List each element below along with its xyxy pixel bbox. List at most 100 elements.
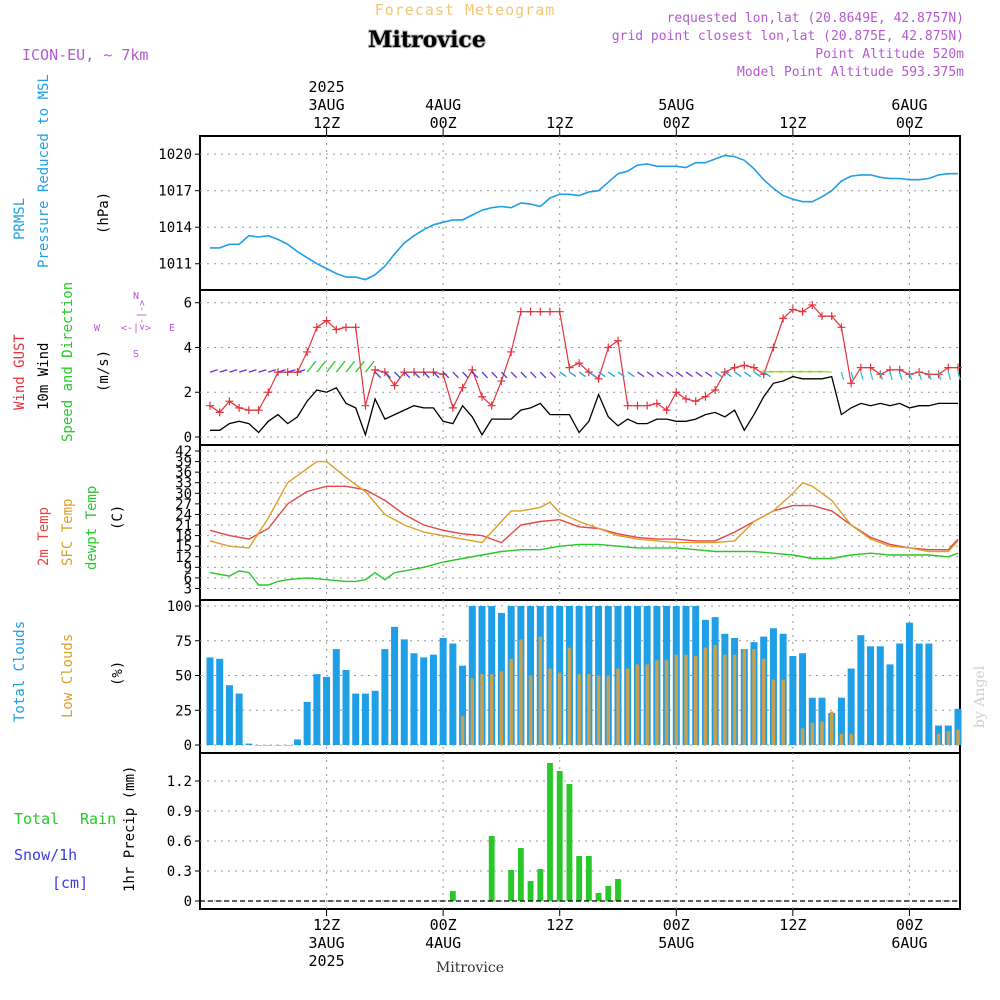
y-tick-label: 0.9 <box>167 804 192 820</box>
wind-direction-arrow <box>335 360 346 373</box>
total-cloud-bar <box>449 643 457 745</box>
pressure-label-prmsl: PRMSL <box>12 198 28 240</box>
y-tick-label: 6 <box>184 296 192 312</box>
time-label-bottom: 12Z <box>779 916 806 934</box>
total-cloud-bar <box>876 646 884 745</box>
gust-marker <box>487 401 496 410</box>
wind-direction-arrow <box>413 371 421 379</box>
gust-marker <box>594 374 603 383</box>
gust-marker <box>458 383 467 392</box>
wind-direction-arrow <box>675 371 684 378</box>
low-cloud-bar <box>548 668 552 745</box>
wind-direction-arrow <box>481 371 489 379</box>
low-cloud-bar <box>528 675 533 745</box>
wind-direction-arrow <box>403 371 411 379</box>
gust-marker <box>283 368 292 377</box>
gust-marker <box>565 363 574 372</box>
gust-marker <box>351 323 360 332</box>
gust-marker <box>254 406 263 415</box>
low-cloud-bar <box>800 728 805 745</box>
y-tick-label: 18 <box>175 529 192 545</box>
wind-direction-arrow <box>850 371 854 380</box>
gust-marker <box>954 363 962 372</box>
total-cloud-bar <box>429 654 437 745</box>
wind-direction-arrow <box>714 371 723 378</box>
wind-direction-arrow <box>219 369 228 373</box>
gust-marker <box>478 392 486 401</box>
y-tick-label: 15 <box>175 539 192 555</box>
wind-direction-arrow <box>817 370 832 373</box>
wind-direction-arrow <box>753 371 761 378</box>
precip-labels: Total Rain Snow/1h [cm] 1hr Precip (mm) <box>14 766 138 892</box>
time-label-top: 00Z <box>663 114 690 132</box>
time-label-top: 2025 <box>309 78 345 96</box>
y-tick-label: 21 <box>175 518 192 534</box>
low-cloud-bar <box>499 671 504 745</box>
total-cloud-bar <box>799 653 807 745</box>
y-tick-label: 33 <box>175 476 192 492</box>
wind-direction-arrow <box>734 371 742 378</box>
low-cloud-bar <box>693 656 698 745</box>
time-label-bottom: 4AUG <box>425 934 461 952</box>
footer-location: Mitrovice <box>436 960 504 976</box>
gust-marker <box>682 394 690 403</box>
gust-marker <box>225 397 234 406</box>
total-cloud-bar <box>235 693 243 745</box>
gust-marker <box>720 368 729 377</box>
gust-marker <box>750 363 758 372</box>
wind-direction-arrow <box>268 369 277 373</box>
gust-marker <box>390 381 399 390</box>
model-label: ICON-EU, ~ 7km <box>22 46 148 64</box>
gust-marker <box>866 363 875 372</box>
wind-direction-arrow <box>355 360 365 373</box>
wind-direction-arrow <box>258 369 267 373</box>
gust-marker <box>507 347 516 356</box>
total-cloud-bar <box>905 622 913 745</box>
low-cloud-bar <box>839 733 844 745</box>
wind-direction-arrow <box>277 369 286 373</box>
wind-direction-arrow <box>695 371 703 378</box>
gust-marker <box>516 307 525 316</box>
rain-bar <box>508 870 515 901</box>
total-cloud-bar <box>206 657 214 745</box>
low-cloud-bar <box>606 675 611 745</box>
panel-pressure: 1011 1014 1017 1020 <box>158 135 961 291</box>
time-label-bottom: 2025 <box>309 952 345 970</box>
gust-marker <box>730 363 739 372</box>
time-label-top: 4AUG <box>425 96 461 114</box>
time-label-top: 6AUG <box>891 96 927 114</box>
wind-direction-arrow <box>840 371 845 380</box>
low-cloud-bar <box>936 733 941 745</box>
low-cloud-bar <box>664 660 669 745</box>
wind-direction-arrow <box>724 371 732 378</box>
gust-marker <box>633 401 642 410</box>
gust-marker <box>740 361 749 370</box>
low-cloud-bar <box>781 679 785 745</box>
low-cloud-bar <box>587 674 591 745</box>
y-tick-label: 0 <box>184 894 192 910</box>
time-label-top: 12Z <box>546 114 573 132</box>
time-label-bottom: 5AUG <box>658 934 694 952</box>
low-cloud-bar <box>674 654 679 745</box>
gust-marker <box>584 368 593 377</box>
wind-direction-arrow <box>229 369 238 373</box>
total-cloud-bar <box>255 745 263 746</box>
gust-marker <box>410 368 418 377</box>
gust-marker <box>419 368 428 377</box>
total-cloud-bar <box>420 657 428 745</box>
wind-direction-arrow <box>879 371 884 380</box>
low-cloud-bar <box>625 668 630 745</box>
time-label-bottom: 6AUG <box>891 934 927 952</box>
wind-direction-arrow <box>627 371 635 378</box>
low-cloud-bar <box>732 654 737 745</box>
temp-label-sfc: SFC Temp <box>60 499 76 566</box>
wind-direction-arrow <box>743 371 752 378</box>
y-tick-label: 75 <box>175 634 192 650</box>
header: Forecast Meteogram Mitrovice ICON-EU, ~ … <box>22 1 988 976</box>
requested-coords: requested lon,lat (20.8649E, 42.8757N) <box>667 11 964 26</box>
low-cloud-bar <box>489 674 494 745</box>
gust-marker <box>808 300 817 309</box>
y-tick-label: 30 <box>175 486 192 502</box>
wind-direction-arrow <box>248 369 257 373</box>
